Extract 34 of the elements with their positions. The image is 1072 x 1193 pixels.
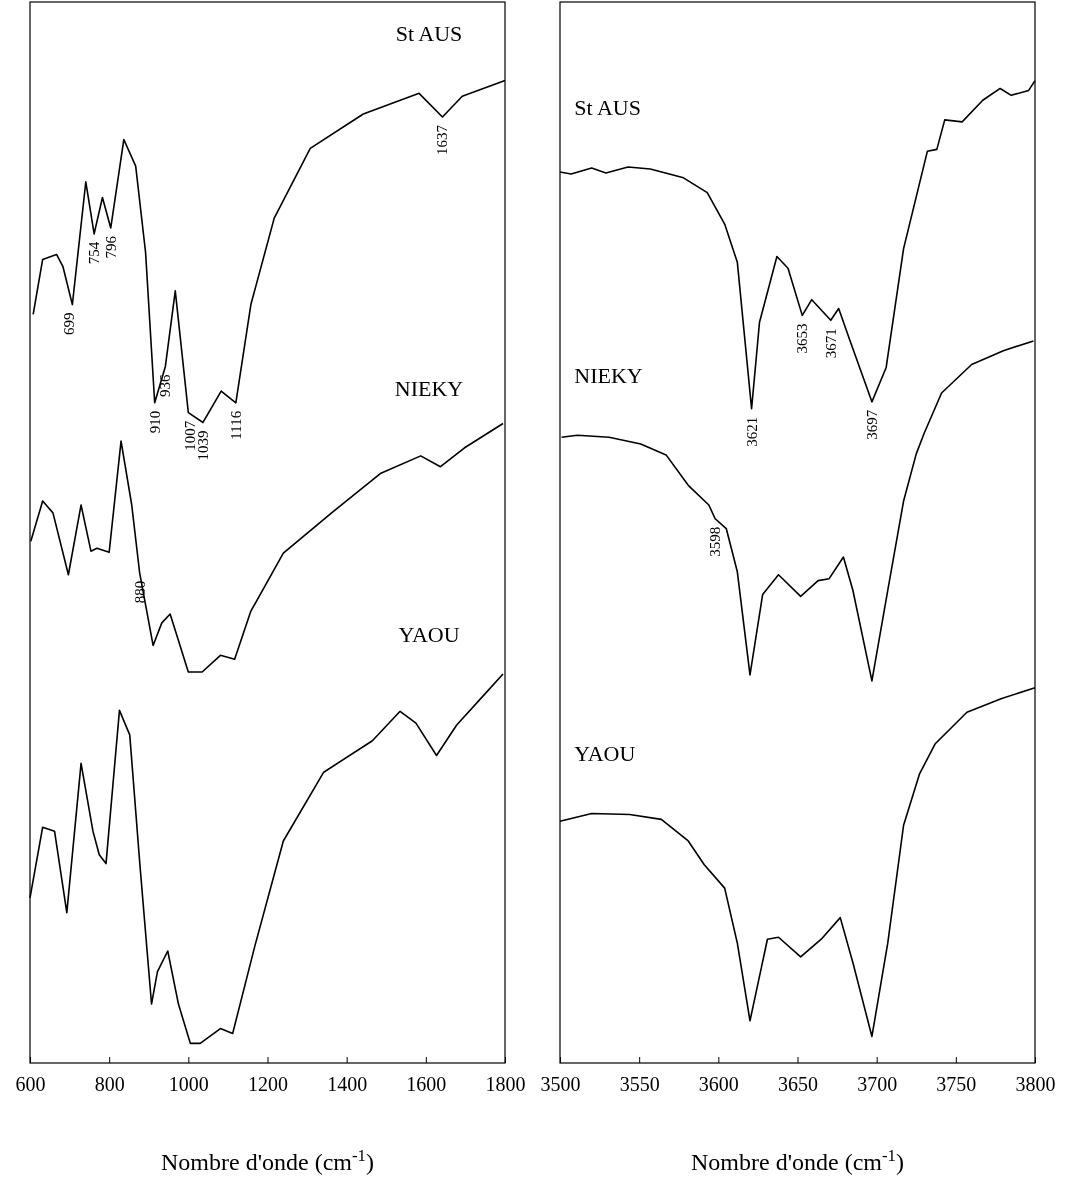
text: YAOU <box>398 621 460 647</box>
x-tick-label: 600 <box>15 1073 46 1096</box>
annotation: 3697 <box>863 409 880 440</box>
x-tick-label: 3550 <box>619 1073 660 1096</box>
x-tick-label: 3600 <box>698 1073 739 1096</box>
text: NIEKY <box>574 363 643 389</box>
x-tick-label: 3750 <box>936 1073 977 1096</box>
annotation: 3598 <box>707 526 724 557</box>
annotation: 1116 <box>227 410 244 440</box>
annotation: 754 <box>86 241 103 265</box>
annotation: 910 <box>146 410 163 434</box>
series-label: NIEKY <box>394 376 464 402</box>
x-tick-label: 1400 <box>327 1073 368 1096</box>
x-tick-label: 3700 <box>857 1073 898 1096</box>
annotation: 3621 <box>743 416 760 447</box>
annotation: 3671 <box>822 328 839 359</box>
text: St AUS <box>574 95 641 121</box>
annotation: 936 <box>157 373 174 397</box>
x-tick-label: 3800 <box>1015 1073 1056 1096</box>
x-tick-label: 3650 <box>778 1073 818 1096</box>
x-tick-label: 3500 <box>540 1073 581 1096</box>
annotation: 796 <box>102 235 119 259</box>
x-tick-label: 800 <box>94 1073 125 1096</box>
x-tick-label: 1200 <box>248 1073 288 1096</box>
text: St AUS <box>395 21 463 47</box>
annotation: 3653 <box>794 323 811 354</box>
x-tick-label: 1800 <box>485 1073 526 1096</box>
annotation: 699 <box>61 312 78 336</box>
x-tick-label: 1600 <box>406 1073 447 1096</box>
text: YAOU <box>574 741 636 767</box>
x-axis-title: Nombre d'onde (cm$^{-1}$) <box>161 1145 374 1175</box>
x-tick-label: 1000 <box>168 1073 209 1096</box>
x-axis-title: Nombre d'onde (cm$^{-1}$) <box>691 1145 904 1175</box>
annotation: 1637 <box>434 124 451 155</box>
